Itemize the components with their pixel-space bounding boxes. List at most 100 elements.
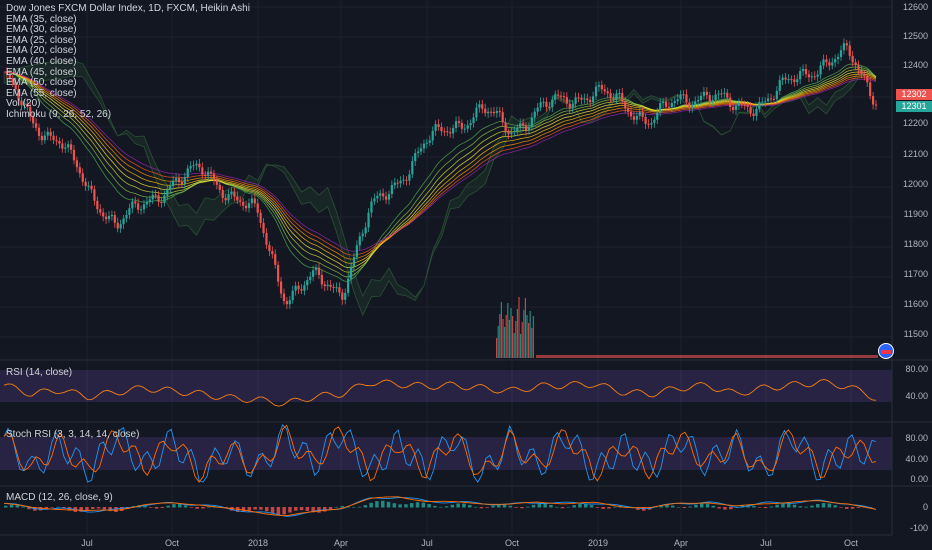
macd-histogram-bar (102, 507, 107, 510)
macd-histogram-bar (723, 507, 727, 510)
volume-bar (521, 322, 523, 358)
us-flag-icon[interactable] (878, 343, 894, 359)
macd-histogram-bar (549, 505, 553, 508)
candle-body (530, 117, 533, 127)
legend-ema-35[interactable]: EMA (35, close) (6, 13, 77, 25)
macd-title[interactable]: MACD (12, 26, close, 9) (6, 492, 113, 503)
candle-body (743, 104, 746, 106)
macd-histogram-bar (143, 505, 147, 508)
macd-histogram-bar (328, 507, 333, 510)
macd-histogram-bar (821, 503, 826, 508)
macd-histogram-bar (555, 506, 559, 508)
candle-body (825, 59, 828, 63)
volume-bar (504, 327, 506, 358)
x-tick-label: Oct (164, 538, 180, 548)
macd-histogram-bar (700, 503, 704, 508)
candle-body (662, 101, 665, 104)
macd-histogram-bar (241, 507, 246, 512)
candle-body (740, 102, 743, 105)
x-tick-label: Apr (333, 538, 349, 548)
candle-body (813, 76, 816, 78)
macd-histogram-bar (444, 506, 449, 508)
candle-body (227, 194, 230, 201)
candle-body (142, 204, 146, 210)
candle-body (705, 91, 708, 96)
candle-body (761, 101, 764, 103)
candle-body (603, 89, 606, 92)
macd-histogram-bar (253, 507, 257, 510)
candle-body (145, 201, 149, 205)
macd-histogram-bar (398, 504, 402, 508)
candle-body (778, 80, 781, 91)
legend-ema-55[interactable]: EMA (55, close) (6, 87, 77, 99)
candle-body (154, 194, 157, 196)
candle-body (664, 101, 668, 107)
y-tick-label: 12400 (902, 60, 928, 70)
macd-histogram-bar (207, 506, 211, 508)
legend-ema-40[interactable]: EMA (40, close) (6, 55, 77, 67)
legend-ema-45[interactable]: EMA (45, close) (6, 66, 77, 78)
candle-body (519, 123, 522, 128)
candle-body (183, 177, 186, 185)
macd-histogram-bar (775, 504, 779, 508)
stoch-tick: 80.00 (905, 433, 928, 443)
candle-body (828, 62, 831, 66)
candle-body (871, 95, 875, 105)
candle-body (489, 111, 493, 113)
candle-body (125, 214, 128, 219)
macd-histogram-bar (560, 507, 565, 509)
macd-histogram-bar (485, 507, 489, 508)
candle-body (819, 65, 822, 75)
candle-body (5, 72, 9, 75)
volume-bar (536, 355, 878, 358)
candle-body (842, 43, 846, 51)
legend-ema-30[interactable]: EMA (30, close) (6, 24, 77, 36)
candle-body (90, 185, 93, 190)
candle-body (163, 195, 166, 204)
x-tick-label: 2019 (587, 538, 609, 548)
x-tick-label: Apr (673, 538, 689, 548)
macd-histogram-bar (85, 507, 89, 511)
legend-ema-20[interactable]: EMA (20, close) (6, 45, 77, 57)
x-tick-label: 2018 (247, 538, 269, 548)
macd-histogram-bar (497, 504, 501, 508)
macd-histogram-bar (27, 507, 31, 510)
candle-body (29, 106, 32, 117)
macd-histogram-bar (671, 505, 675, 508)
candle-body (653, 119, 656, 123)
candle-body (679, 94, 682, 100)
candle-body (402, 179, 405, 181)
candle-body (784, 77, 787, 80)
candle-body (737, 102, 741, 106)
macd-histogram-bar (334, 506, 339, 508)
legend-ema-25[interactable]: EMA (25, close) (6, 34, 77, 46)
macd-histogram-bar (79, 507, 83, 512)
legend-ema-50[interactable]: EMA (50, close) (6, 77, 77, 89)
x-tick-label: Jul (81, 538, 93, 548)
grid-lines (0, 0, 892, 535)
candle-body (492, 111, 496, 114)
candle-body (338, 287, 341, 293)
legend-volume[interactable]: Vol (20) (6, 98, 41, 110)
macd-histogram-bar (827, 503, 832, 508)
candle-body (539, 102, 542, 108)
candle-body (352, 257, 356, 267)
candle-body (463, 128, 466, 130)
stoch-rsi-title[interactable]: Stoch RSI (3, 3, 14, 14, close) (6, 429, 140, 440)
candle-body (536, 107, 539, 112)
candle-body (134, 201, 137, 204)
candle-body (169, 185, 172, 190)
macd-histogram-bar (276, 507, 281, 515)
candle-body (627, 108, 630, 112)
legend-ichimoku[interactable]: Ichimoku (9, 26, 52, 26) (6, 108, 112, 120)
candle-body (148, 199, 151, 202)
rsi-title[interactable]: RSI (14, close) (6, 367, 73, 378)
macd-pane (3, 496, 877, 517)
candle-body (831, 62, 834, 66)
macd-histogram-bar (473, 506, 478, 508)
candle-body (87, 185, 90, 187)
candle-body (358, 236, 361, 246)
candle-body (726, 92, 729, 98)
candle-body (758, 101, 761, 109)
